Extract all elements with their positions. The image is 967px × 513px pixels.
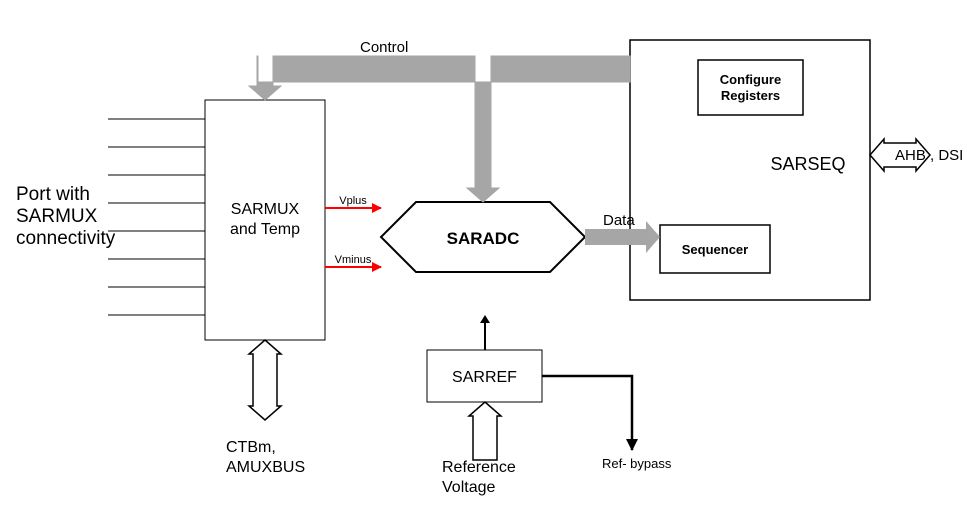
sarmux-label-1: SARMUX: [231, 201, 300, 218]
control-label: Control: [360, 39, 408, 56]
cfgreg-label-2: Registers: [721, 88, 780, 103]
sarseq-label: SARSEQ: [770, 154, 845, 174]
port-label-2: connectivity: [16, 228, 116, 249]
saradc-label: SARADC: [447, 229, 520, 248]
port-label-0: Port with: [16, 184, 90, 205]
sarmux-ctbm-arrow: [249, 340, 281, 420]
sarmux-box: [205, 100, 325, 340]
ctbm-label-0: CTBm,: [226, 439, 276, 456]
ref-bypass-label: Ref- bypass: [602, 456, 672, 471]
sarmux-label-2: and Temp: [230, 221, 300, 238]
vplus-label: Vplus: [339, 195, 367, 207]
ahb-dsi-label: AHB , DSI: [895, 147, 963, 164]
sequencer-label: Sequencer: [682, 242, 748, 257]
sarref-to-saradc-arrowhead: [480, 315, 490, 323]
sarref-label: SARREF: [452, 369, 517, 386]
refv-label-1: Voltage: [442, 479, 495, 496]
data-label: Data: [603, 212, 635, 229]
vminus-label: Vminus: [335, 254, 372, 266]
ref-bypass-line: [542, 376, 632, 450]
ctbm-label-1: AMUXBUS: [226, 459, 305, 476]
refv-label-0: Reference: [442, 459, 516, 476]
port-label-1: SARMUX: [16, 206, 98, 227]
reference-voltage-arrow: [469, 402, 501, 460]
cfgreg-label-1: Configure: [720, 72, 781, 87]
